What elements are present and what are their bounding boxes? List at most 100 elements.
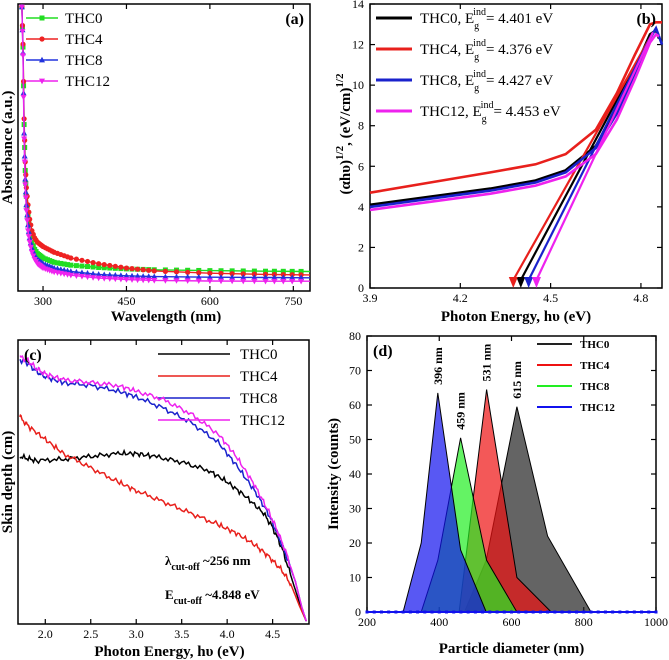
legend-label-THC12-part: ind [481,100,494,111]
tangent-line-THC4 [512,31,654,281]
y-tick-label: 12 [352,38,364,52]
y-tick-label: 8 [358,119,364,133]
data-point-THC4 [207,270,213,276]
legend-label-THC8: THC8 [580,381,610,393]
data-point-THC8 [112,272,119,278]
y-tick-label: 10 [349,571,361,585]
x-tick-label: 200 [358,615,376,629]
legend-label-THC8-part: g [474,83,479,94]
baseline-marker [640,610,644,614]
data-point-THC4 [123,265,130,271]
x-tick-label: 3.5 [174,627,189,641]
intercept-arrow-THC12 [531,277,541,288]
data-point-THC0 [58,260,64,266]
x-tick-label: 4.0 [220,627,235,641]
data-point-THC0 [251,268,257,274]
data-point-THC8 [95,271,102,277]
data-point-THC8 [117,272,124,278]
data-point-THC0 [263,268,269,274]
annotation-cutoff-energy-part: E [165,587,174,602]
data-point-THC0 [68,262,74,268]
data-point-THC8 [90,270,97,277]
data-point-THC12 [134,277,141,284]
legend-label-THC8-part: ind [473,69,486,80]
data-point-THC8 [251,274,258,280]
data-point-THC8 [184,273,191,280]
x-tick-label: 2.5 [83,627,98,641]
data-point-THC4 [185,269,191,275]
intercept-arrow-THC0 [516,277,526,288]
legend-label-THC12: THC12 [580,402,615,414]
data-point-THC4 [151,268,157,274]
data-point-THC12 [25,234,32,240]
legend-label-THC12-part: g [482,114,487,125]
legend-label-THC12-part: THC12, E [420,104,482,120]
data-point-THC12 [78,273,85,280]
intercept-arrow-THC4 [508,277,518,288]
data-point-THC4 [251,271,257,277]
baseline-marker [567,610,571,614]
x-tick-label: 600 [503,615,521,629]
legend-marker-THC12 [39,78,45,85]
baseline-marker [481,610,485,614]
data-point-THC12 [117,276,124,283]
y-tick-label: 20 [349,536,361,550]
peak-label-THC8: 459 nm [454,392,468,430]
panel-d-label: (d) [373,343,393,360]
baseline-marker [423,610,427,614]
data-point-THC4 [101,261,107,268]
data-point-THC8 [298,274,305,281]
data-point-THC12 [24,218,31,224]
data-point-THC4 [112,263,118,269]
x-tick-label: 1000 [644,615,668,629]
legend-marker-THC0 [39,15,45,21]
data-point-THC12 [184,278,191,284]
baseline-marker [524,610,528,614]
legend-label-THC8-part: THC8, E [420,73,474,89]
data-point-THC12 [145,277,152,284]
x-tick-label: 450 [117,294,135,308]
legend-marker-THC8 [39,56,45,63]
data-point-THC4 [173,269,180,275]
data-point-THC4 [90,259,96,266]
intercept-arrow-THC8 [524,277,534,288]
data-point-THC8 [84,270,91,276]
data-point-THC12 [289,278,296,285]
y-tick-label: 70 [349,364,361,378]
panel-b-xlabel: Photon Energy, hυ (eV) [441,309,591,325]
x-tick-label: 2.0 [38,627,53,641]
data-point-THC12 [280,278,287,285]
data-point-THC12 [101,275,108,282]
legend-label-THC12: THC12 [65,74,110,90]
data-point-THC8 [289,274,296,281]
data-point-THC12 [20,53,27,59]
y-tick-label: 4 [358,200,364,214]
data-point-THC8 [129,272,136,279]
baseline-marker [582,610,586,614]
data-point-THC12 [262,278,269,285]
data-point-THC8 [195,273,202,280]
panel-d-xlabel: Particle diameter (nm) [439,641,585,657]
x-tick-label: 800 [575,615,593,629]
legend-label-THC4: THC4, Eg ind= 4.376 eV [420,38,553,63]
legend-label-THC0: THC0 [580,339,610,351]
series-line-THC4 [19,414,307,622]
data-point-THC12 [218,278,225,285]
data-point-THC8 [240,274,247,280]
legend-label-THC4-part: THC4, E [420,42,474,58]
legend-label-THC4-part: ind [473,38,486,49]
data-point-THC8 [280,274,287,281]
legend-label-THC0-part: ind [473,7,486,18]
legend-label-THC0-part: THC0, E [420,11,474,27]
x-tick-label: 600 [201,294,219,308]
baseline-marker [365,610,369,614]
annotation-cutoff-energy-part: cut-off [174,596,203,607]
panel-a-label: (a) [285,11,304,28]
legend-marker-THC4 [39,36,45,42]
data-point-THC8 [218,274,225,280]
legend-label-THC4-part: g [474,52,479,63]
series-line-THC4 [369,20,662,194]
data-point-THC12 [95,275,102,282]
data-point-THC8 [145,273,152,279]
legend-label-THC8-part: = 4.427 eV [486,73,553,89]
